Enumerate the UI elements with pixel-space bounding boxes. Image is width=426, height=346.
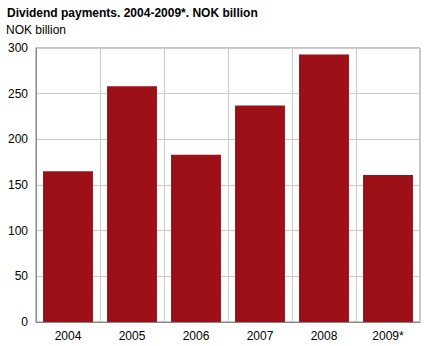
svg-text:2007: 2007 <box>247 329 274 343</box>
svg-text:100: 100 <box>8 224 28 238</box>
svg-text:2006: 2006 <box>183 329 210 343</box>
svg-text:NOK billion: NOK billion <box>6 23 66 37</box>
svg-text:Dividend payments. 2004-2009*.: Dividend payments. 2004-2009*. NOK billi… <box>7 6 258 20</box>
svg-text:0: 0 <box>21 315 28 329</box>
svg-text:2008: 2008 <box>311 329 338 343</box>
svg-text:50: 50 <box>15 269 29 283</box>
svg-text:150: 150 <box>8 178 28 192</box>
svg-text:200: 200 <box>8 132 28 146</box>
svg-text:2005: 2005 <box>119 329 146 343</box>
svg-text:300: 300 <box>8 41 28 55</box>
svg-text:250: 250 <box>8 87 28 101</box>
svg-text:2004: 2004 <box>55 329 82 343</box>
svg-text:2009*: 2009* <box>372 329 404 343</box>
